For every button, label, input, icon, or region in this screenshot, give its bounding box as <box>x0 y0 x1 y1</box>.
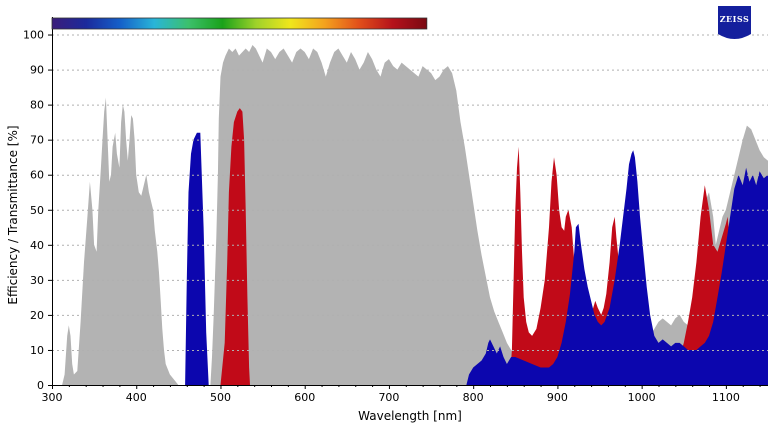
x-tick-label-900: 900 <box>547 391 568 404</box>
x-tick-label-600: 600 <box>294 391 315 404</box>
series-2-area-0 <box>185 132 209 385</box>
x-tick-label-500: 500 <box>210 391 231 404</box>
spectrum-gradient-bar <box>51 17 428 30</box>
x-axis-label: Wavelength [nm] <box>358 409 462 423</box>
x-tick-label-700: 700 <box>378 391 399 404</box>
y-tick-label-90: 90 <box>30 64 44 77</box>
y-tick-label-80: 80 <box>30 99 44 112</box>
series-0-area-0 <box>52 45 768 385</box>
y-tick-label-70: 70 <box>30 134 44 147</box>
y-tick-label-50: 50 <box>30 204 44 217</box>
y-tick-label-100: 100 <box>23 29 44 42</box>
y-tick-label-0: 0 <box>37 379 44 392</box>
x-tick-label-1000: 1000 <box>628 391 656 404</box>
x-tick-label-300: 300 <box>42 391 63 404</box>
y-tick-label-30: 30 <box>30 274 44 287</box>
y-axis-label: Efficiency / Transmittance [%] <box>6 125 20 304</box>
y-tick-label-20: 20 <box>30 309 44 322</box>
zeiss-logo-shape <box>718 6 751 39</box>
grid-lines <box>52 34 768 351</box>
x-tick-label-1100: 1100 <box>712 391 740 404</box>
spectrum-bar <box>51 17 428 30</box>
series-2-area-1 <box>466 150 768 385</box>
y-tick-label-60: 60 <box>30 169 44 182</box>
x-tick-label-800: 800 <box>463 391 484 404</box>
x-tick-label-400: 400 <box>126 391 147 404</box>
y-tick-label-10: 10 <box>30 344 44 357</box>
zeiss-logo-text: ZEISS <box>720 14 750 24</box>
axes: 0 10 20 30 40 50 60 70 80 90 100 300 400 500 600 700 800… <box>23 17 768 404</box>
zeiss-logo: ZEISS <box>718 6 751 39</box>
plot-area <box>52 45 768 385</box>
y-tick-label-40: 40 <box>30 239 44 252</box>
